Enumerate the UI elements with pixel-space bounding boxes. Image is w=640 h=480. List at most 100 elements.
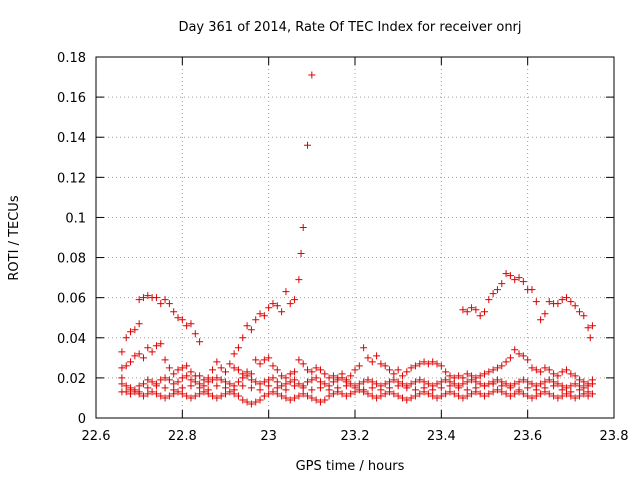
- data-point: [416, 360, 424, 368]
- data-point: [161, 356, 169, 364]
- data-point: [187, 376, 195, 384]
- data-point: [588, 390, 596, 398]
- data-point: [312, 396, 320, 404]
- data-point: [265, 354, 273, 362]
- data-point: [567, 382, 575, 390]
- data-point: [295, 276, 303, 284]
- data-point: [273, 384, 281, 392]
- chart-title: Day 361 of 2014, Rate Of TEC Index for r…: [178, 20, 521, 35]
- data-point: [247, 384, 255, 392]
- data-point: [515, 350, 523, 358]
- data-point: [178, 316, 186, 324]
- data-point: [463, 392, 471, 400]
- data-point: [291, 368, 299, 376]
- data-point: [321, 380, 329, 388]
- data-point: [476, 372, 484, 380]
- data-point: [334, 384, 342, 392]
- data-point: [481, 382, 488, 390]
- data-point: [226, 380, 234, 388]
- x-tick-label: 23.6: [513, 429, 542, 444]
- data-point: [502, 380, 510, 388]
- data-point: [420, 378, 428, 386]
- data-point: [541, 364, 549, 372]
- data-point: [191, 378, 199, 386]
- data-point: [239, 374, 247, 382]
- data-point: [213, 382, 221, 390]
- data-point: [222, 384, 229, 392]
- data-point: [545, 376, 553, 384]
- data-point: [127, 328, 135, 336]
- x-tick-label: 23.4: [427, 429, 456, 444]
- data-point: [187, 368, 195, 376]
- data-point: [347, 390, 355, 398]
- data-point: [575, 376, 583, 384]
- data-point: [321, 370, 329, 378]
- data-point: [450, 380, 458, 388]
- data-point: [586, 334, 594, 342]
- data-point: [424, 380, 432, 388]
- data-point: [541, 384, 549, 392]
- data-point: [148, 378, 156, 386]
- data-point: [252, 398, 260, 406]
- data-point: [524, 356, 532, 364]
- data-point: [498, 388, 506, 396]
- data-point: [446, 382, 454, 390]
- data-point: [243, 398, 251, 406]
- data-point: [170, 386, 178, 394]
- data-point: [127, 386, 135, 394]
- data-point: [360, 378, 368, 386]
- data-point: [588, 322, 596, 330]
- data-point: [558, 368, 566, 376]
- data-point: [511, 390, 519, 398]
- data-point: [580, 384, 588, 392]
- data-point: [550, 382, 558, 390]
- data-point: [316, 398, 324, 406]
- data-point: [558, 392, 566, 400]
- data-point: [429, 358, 437, 366]
- x-tick-label: 23.8: [600, 429, 629, 444]
- data-point: [239, 334, 247, 342]
- data-point: [550, 392, 558, 400]
- data-point: [584, 324, 592, 332]
- data-point: [196, 338, 204, 346]
- data-point: [368, 392, 376, 400]
- data-point: [269, 374, 277, 382]
- data-point: [567, 298, 575, 306]
- data-point: [286, 370, 294, 378]
- data-point: [282, 394, 290, 402]
- data-point: [493, 376, 501, 384]
- y-tick-label: 0.14: [57, 131, 86, 146]
- data-point: [532, 392, 540, 400]
- data-point: [273, 366, 281, 374]
- data-point: [424, 360, 432, 368]
- data-point: [429, 386, 437, 394]
- data-point: [541, 378, 549, 386]
- y-tick-label: 0.08: [57, 252, 86, 267]
- series-6: [118, 386, 596, 408]
- data-point: [386, 378, 394, 386]
- data-point: [282, 386, 290, 394]
- data-point: [174, 314, 182, 322]
- data-point: [165, 376, 173, 384]
- data-point: [442, 376, 450, 384]
- y-tick-label: 0.1: [65, 211, 86, 226]
- data-point: [291, 382, 299, 390]
- data-point: [459, 374, 467, 382]
- data-point: [528, 380, 536, 388]
- data-point: [429, 392, 437, 400]
- data-point: [360, 344, 368, 352]
- data-point: [571, 380, 579, 388]
- data-point: [174, 388, 182, 396]
- data-point: [256, 386, 264, 394]
- data-point: [304, 366, 312, 374]
- data-point: [200, 382, 208, 390]
- x-tick-label: 23: [260, 429, 277, 444]
- data-point: [563, 390, 571, 398]
- data-point: [545, 366, 553, 374]
- data-point: [519, 390, 527, 398]
- data-point: [342, 392, 350, 400]
- data-point: [519, 278, 527, 286]
- x-tick-label: 23.2: [341, 429, 370, 444]
- data-point: [209, 366, 217, 374]
- data-point: [355, 362, 363, 370]
